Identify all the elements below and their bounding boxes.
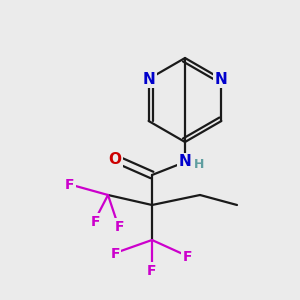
Text: F: F xyxy=(147,264,157,278)
Text: F: F xyxy=(110,247,120,261)
Text: F: F xyxy=(90,215,100,229)
Text: H: H xyxy=(194,158,204,172)
Text: N: N xyxy=(142,71,155,86)
Text: O: O xyxy=(109,152,122,167)
Text: N: N xyxy=(178,154,191,169)
Text: N: N xyxy=(215,71,228,86)
Text: F: F xyxy=(115,220,125,234)
Text: F: F xyxy=(182,250,192,264)
Text: F: F xyxy=(65,178,75,192)
